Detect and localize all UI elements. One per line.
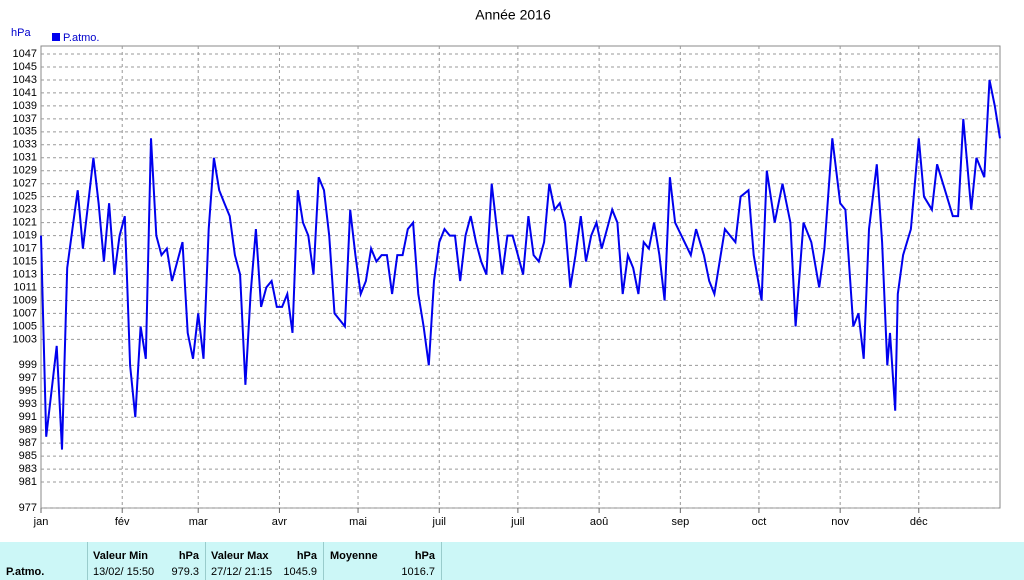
- y-tick-label: 1003: [13, 333, 37, 345]
- unit: hPa: [296, 550, 317, 562]
- chart: Année 2016 hPa 9779819839859879899919939…: [11, 7, 1001, 528]
- y-tick-label: 1041: [13, 87, 37, 99]
- y-tick-label: 1017: [13, 242, 37, 254]
- x-tick-label: déc: [910, 516, 928, 528]
- x-tick-label: fév: [115, 516, 130, 528]
- y-tick-label: 1031: [13, 152, 37, 164]
- y-tick-label: 1045: [13, 61, 37, 73]
- legend-swatch: [52, 33, 60, 41]
- value: 979.3: [171, 566, 199, 578]
- x-tick-label: mar: [189, 516, 208, 528]
- y-tick-label: 993: [19, 398, 37, 410]
- x-tick-label: juil: [510, 516, 524, 528]
- x-tick-label: nov: [831, 516, 849, 528]
- y-tick-label: 1015: [13, 255, 37, 267]
- y-tick-label: 1025: [13, 191, 37, 203]
- date: 13/02/ 15:50: [93, 566, 155, 578]
- value: 1016.7: [401, 566, 435, 578]
- row-label: P.atmo.: [6, 566, 45, 578]
- y-tick-label: 981: [19, 476, 37, 488]
- y-tick-label: 1021: [13, 217, 37, 229]
- x-tick-label: aoû: [590, 516, 608, 528]
- x-tick-label: jan: [33, 516, 49, 528]
- y-tick-label: 1035: [13, 126, 37, 138]
- y-tick-label: 997: [19, 372, 37, 384]
- line: [40, 79, 1001, 450]
- y-tick-label: 1009: [13, 294, 37, 306]
- y-tick-label: 1029: [13, 165, 37, 177]
- y-tick-label: 1033: [13, 139, 37, 151]
- header: Valeur Min: [93, 550, 149, 562]
- y-tick-label: 989: [19, 424, 37, 436]
- unit: hPa: [414, 550, 435, 562]
- y-tick-label: 991: [19, 411, 37, 423]
- summary-table: P.atmo. Valeur Min hPa 13/02/ 15:50 979.…: [0, 542, 1024, 580]
- unit: hPa: [178, 550, 199, 562]
- y-tick-label: 977: [19, 502, 37, 514]
- value: 1045.9: [283, 566, 317, 578]
- y-tick-label: 1011: [13, 281, 37, 293]
- y-axis-label: hPa: [11, 27, 31, 39]
- x-tick-label: juil: [432, 516, 446, 528]
- mean-cell: Moyenne hPa 1016.7: [324, 542, 442, 580]
- header: Moyenne: [330, 550, 378, 562]
- y-tick-label: 1023: [13, 204, 37, 216]
- y-tick-label: 1037: [13, 113, 37, 125]
- x-tick-label: mai: [349, 516, 367, 528]
- chart-title: Année 2016: [475, 7, 551, 23]
- y-tick-label: 987: [19, 437, 37, 449]
- y-tick-label: 999: [19, 359, 37, 371]
- y-tick-label: 1019: [13, 230, 37, 242]
- x-tick-label: avr: [272, 516, 288, 528]
- x-tick-label: oct: [752, 516, 767, 528]
- header: Valeur Max: [211, 550, 269, 562]
- y-tick-label: 1013: [13, 268, 37, 280]
- row-label-cell: P.atmo.: [0, 542, 88, 580]
- y-tick-label: 1043: [13, 74, 37, 86]
- y-tick-label: 1047: [13, 48, 37, 60]
- max-cell: Valeur Max hPa 27/12/ 21:15 1045.9: [206, 542, 324, 580]
- y-tick-label: 1039: [13, 100, 37, 112]
- min-cell: Valeur Min hPa 13/02/ 15:50 979.3: [88, 542, 206, 580]
- x-tick-label: sep: [671, 516, 689, 528]
- y-tick-label: 995: [19, 385, 37, 397]
- y-tick-label: 1007: [13, 307, 37, 319]
- y-tick-label: 983: [19, 463, 37, 475]
- y-tick-label: 985: [19, 450, 37, 462]
- y-tick-label: 1027: [13, 178, 37, 190]
- legend-label: P.atmo.: [63, 32, 100, 44]
- date: 27/12/ 21:15: [211, 566, 273, 578]
- y-tick-label: 1005: [13, 320, 37, 332]
- plot-frame: [40, 45, 1001, 509]
